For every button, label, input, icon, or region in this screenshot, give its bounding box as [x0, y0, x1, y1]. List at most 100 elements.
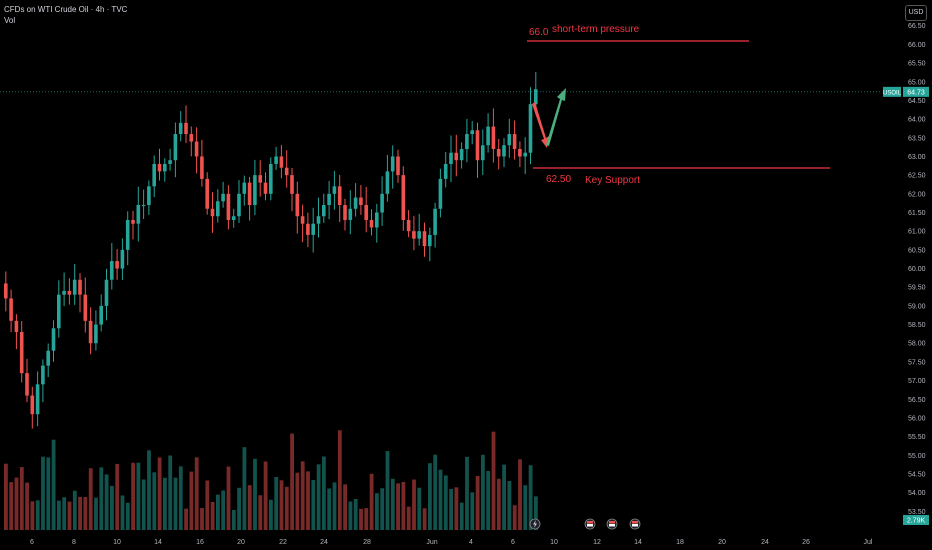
- candle: [496, 139, 501, 170]
- candle: [4, 271, 8, 312]
- candle: [449, 135, 453, 182]
- candle: [353, 183, 358, 217]
- x-tick-label: 24: [761, 539, 769, 546]
- candle: [311, 207, 315, 253]
- candle: [157, 148, 162, 181]
- candle: [35, 371, 40, 427]
- volume-bar: [62, 497, 67, 530]
- candle: [406, 210, 411, 238]
- flag-icon[interactable]: [606, 518, 618, 530]
- volume-bar: [512, 505, 517, 530]
- up-arrow: [546, 88, 566, 146]
- x-tick-label: 24: [320, 539, 328, 546]
- candle: [284, 150, 289, 188]
- y-tick-label: 65.00: [908, 79, 926, 86]
- volume-bar: [322, 456, 326, 530]
- volume-bar: [78, 496, 82, 530]
- candle: [470, 121, 474, 145]
- candle: [465, 118, 469, 163]
- candle: [290, 167, 294, 212]
- volume-bar: [401, 481, 406, 530]
- volume-bar: [375, 493, 379, 530]
- candle: [41, 359, 45, 403]
- y-tick-label: 56.00: [908, 415, 926, 422]
- volume-bar: [35, 500, 40, 530]
- candle: [242, 175, 247, 206]
- support-price: 62.50: [546, 174, 571, 185]
- annotations: USOIL 64.73 2.79K 66.0 short-term pressure 62…: [0, 24, 929, 525]
- volume-bar: [343, 484, 347, 530]
- y-tick-label: 54.50: [908, 471, 926, 478]
- candle: [231, 208, 236, 228]
- candle: [9, 289, 13, 333]
- volume-bar: [141, 479, 146, 530]
- candle: [205, 172, 209, 215]
- y-tick-label: 61.50: [908, 210, 926, 217]
- currency-button[interactable]: USD: [905, 5, 927, 21]
- y-tick-label: 62.50: [908, 173, 926, 180]
- y-tick-label: 58.00: [908, 341, 926, 348]
- volume-bar: [475, 475, 480, 530]
- candle: [115, 248, 119, 280]
- volume-bar: [327, 488, 332, 530]
- candle: [78, 273, 82, 313]
- volume-bar: [396, 483, 400, 530]
- candle: [491, 108, 496, 163]
- volume-bar: [502, 464, 506, 530]
- candle: [343, 198, 347, 231]
- y-tick-label: 57.00: [908, 378, 926, 385]
- candle: [136, 186, 141, 242]
- volume-bar: [242, 447, 247, 530]
- candle: [417, 213, 421, 246]
- volume-bar: [443, 475, 448, 530]
- candle: [152, 155, 156, 198]
- volume-bar: [422, 508, 427, 530]
- flag-icon[interactable]: [629, 518, 641, 530]
- volume-bar: [306, 471, 310, 530]
- volume-bar: [184, 508, 188, 530]
- volume-bar: [57, 500, 61, 530]
- volume-bar: [496, 478, 501, 530]
- x-tick-label: 14: [154, 539, 162, 546]
- lightning-icon[interactable]: [529, 518, 541, 530]
- candle: [481, 129, 485, 176]
- candle: [528, 87, 533, 165]
- volume-bar: [104, 474, 109, 530]
- volume-indicator-label[interactable]: Vol: [4, 16, 16, 25]
- volume-bar: [486, 471, 491, 530]
- candle: [200, 140, 204, 187]
- candle: [502, 138, 506, 168]
- volume-bar: [216, 494, 220, 530]
- volume-bar: [380, 488, 385, 530]
- x-tick-label: Jul: [864, 539, 873, 546]
- time-axis[interactable]: 6 8 10 14 16 20 22 24 28 Jun 4 6 10 12 14 18 20 24 26 Jul: [30, 539, 873, 546]
- candle: [88, 307, 93, 355]
- price-axis[interactable]: 53.50 54.00 54.50 55.00 55.50 56.00 56.50 57.00…: [908, 23, 926, 516]
- candle: [396, 149, 400, 183]
- candle: [327, 180, 331, 220]
- volume-bar: [168, 455, 173, 530]
- candle: [163, 158, 167, 182]
- candle: [30, 386, 35, 429]
- x-tick-label: 12: [593, 539, 601, 546]
- y-tick-label: 55.00: [908, 453, 926, 460]
- volume-bar: [178, 466, 183, 530]
- candle: [316, 197, 321, 238]
- volume-bar: [274, 476, 279, 530]
- down-arrow: [532, 102, 549, 148]
- volume-bar: [412, 479, 416, 530]
- x-tick-label: 20: [237, 539, 245, 546]
- volume-bar: [247, 485, 252, 530]
- volume-bar: [263, 461, 268, 530]
- volume-bar: [290, 433, 294, 530]
- x-tick-label: 6: [30, 539, 34, 546]
- candle: [269, 157, 273, 201]
- candle: [189, 126, 194, 157]
- volume-bar: [173, 477, 178, 530]
- volume-bar: [438, 469, 443, 530]
- y-tick-label: 66.00: [908, 42, 926, 49]
- volume-bar: [311, 480, 316, 530]
- y-tick-label: 59.50: [908, 285, 926, 292]
- flag-icon[interactable]: [584, 518, 596, 530]
